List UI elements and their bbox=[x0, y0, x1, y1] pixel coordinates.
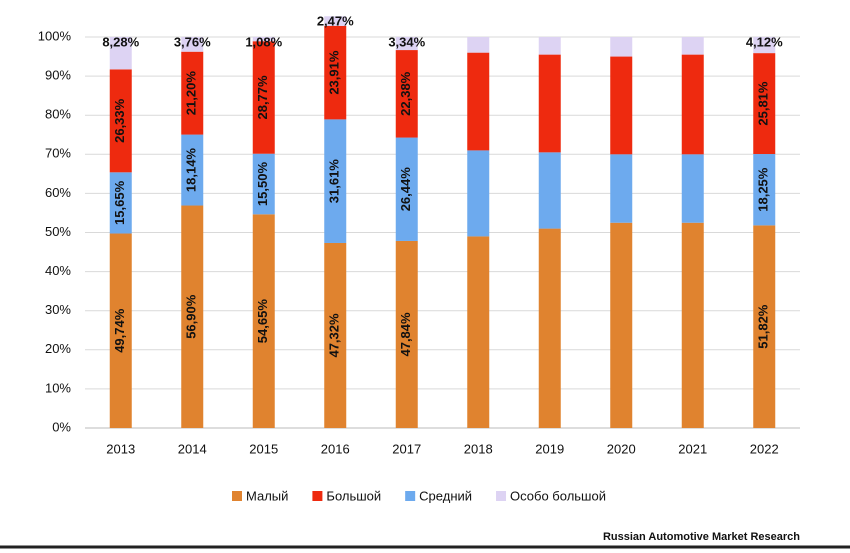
y-tick-label: 20% bbox=[45, 341, 71, 356]
data-label: 15,50% bbox=[255, 162, 270, 207]
legend-swatch bbox=[496, 491, 507, 501]
data-label: 18,14% bbox=[184, 148, 199, 193]
bar-segment bbox=[753, 37, 776, 54]
bar-segment bbox=[538, 228, 561, 428]
y-tick-label: 10% bbox=[45, 380, 71, 395]
data-label: 51,82% bbox=[756, 304, 771, 349]
y-tick-label: 90% bbox=[45, 68, 71, 83]
bar-segment bbox=[538, 54, 561, 153]
bar-segment bbox=[753, 154, 776, 226]
bar-segment bbox=[610, 37, 633, 57]
data-label: 22,38% bbox=[398, 71, 413, 116]
bar-segment bbox=[252, 37, 275, 42]
legend-swatch bbox=[312, 491, 323, 501]
bar-segment bbox=[538, 37, 561, 55]
bar-segment bbox=[395, 50, 418, 138]
data-label: 3,76% bbox=[174, 34, 211, 49]
data-label: 1,08% bbox=[245, 34, 282, 49]
bar-segment bbox=[109, 172, 132, 234]
bar-segment bbox=[681, 222, 704, 428]
y-tick-label: 60% bbox=[45, 185, 71, 200]
bar-segment bbox=[324, 25, 347, 120]
data-label: 21,20% bbox=[184, 71, 199, 116]
bar-segment bbox=[753, 53, 776, 155]
y-tick-label: 80% bbox=[45, 107, 71, 122]
legend-label: Малый bbox=[246, 488, 288, 503]
y-tick-label: 0% bbox=[52, 419, 71, 434]
bar-segment bbox=[681, 37, 704, 55]
bar-segment bbox=[181, 134, 204, 206]
bar-segment bbox=[681, 54, 704, 155]
bar-segment bbox=[467, 52, 490, 151]
bar-segment bbox=[181, 37, 204, 52]
data-label: 28,77% bbox=[255, 75, 270, 120]
y-tick-label: 40% bbox=[45, 263, 71, 278]
data-label: 8,28% bbox=[102, 34, 139, 49]
data-label: 26,44% bbox=[398, 167, 413, 212]
x-tick-label: 2014 bbox=[178, 441, 207, 456]
bar-segment bbox=[395, 137, 418, 241]
data-label: 49,74% bbox=[112, 308, 127, 353]
bar-segment bbox=[395, 240, 418, 428]
x-tick-label: 2018 bbox=[464, 441, 493, 456]
bar-segment bbox=[753, 225, 776, 428]
bar-segment bbox=[109, 69, 132, 173]
bar-segment bbox=[109, 37, 132, 70]
data-label: 56,90% bbox=[184, 294, 199, 339]
data-label: 54,65% bbox=[255, 299, 270, 344]
legend-label: Средний bbox=[419, 488, 472, 503]
x-tick-label: 2016 bbox=[321, 441, 350, 456]
x-tick-label: 2020 bbox=[607, 441, 636, 456]
x-tick-label: 2017 bbox=[392, 441, 421, 456]
bar-segment bbox=[610, 222, 633, 428]
data-label: 47,84% bbox=[398, 312, 413, 357]
x-tick-label: 2013 bbox=[106, 441, 135, 456]
legend-label: Большой bbox=[326, 488, 381, 503]
data-label: 18,25% bbox=[756, 167, 771, 212]
source: Russian Automotive Market Research bbox=[603, 531, 800, 543]
bar-segment bbox=[252, 214, 275, 428]
bar-segment bbox=[181, 205, 204, 428]
x-tick-label: 2021 bbox=[678, 441, 707, 456]
data-label: 26,33% bbox=[112, 98, 127, 143]
data-label: 25,81% bbox=[756, 81, 771, 126]
x-tick-label: 2015 bbox=[249, 441, 278, 456]
y-tick-label: 70% bbox=[45, 146, 71, 161]
bar-segment bbox=[467, 37, 490, 53]
bar-segment bbox=[109, 233, 132, 428]
bar-segment bbox=[324, 16, 347, 26]
y-tick-label: 100% bbox=[38, 28, 72, 43]
bar-segment bbox=[324, 119, 347, 243]
bar-segment bbox=[324, 242, 347, 428]
legend-swatch bbox=[405, 491, 416, 501]
legend-label: Особо большой bbox=[510, 488, 606, 503]
y-tick-label: 50% bbox=[45, 224, 71, 239]
data-label: 4,12% bbox=[746, 34, 783, 49]
bar-segment bbox=[467, 236, 490, 428]
bar-segment bbox=[467, 150, 490, 237]
x-tick-label: 2019 bbox=[535, 441, 564, 456]
bar-segment bbox=[252, 41, 275, 154]
legend-swatch bbox=[232, 491, 242, 501]
bar-segment bbox=[395, 37, 418, 51]
bar-segment bbox=[681, 154, 704, 223]
data-label: 23,91% bbox=[327, 50, 342, 95]
data-label: 15,65% bbox=[112, 180, 127, 225]
data-label: 3,34% bbox=[388, 34, 425, 49]
x-tick-label: 2022 bbox=[750, 441, 779, 456]
y-tick-label: 30% bbox=[45, 302, 71, 317]
bar-segment bbox=[610, 154, 633, 223]
bar-segment bbox=[181, 51, 204, 135]
data-label: 2,47% bbox=[317, 14, 354, 29]
data-label: 47,32% bbox=[327, 313, 342, 358]
data-label: 31,61% bbox=[327, 159, 342, 204]
bar-segment bbox=[252, 153, 275, 215]
bar-segment bbox=[538, 152, 561, 229]
bar-segment bbox=[610, 56, 633, 155]
